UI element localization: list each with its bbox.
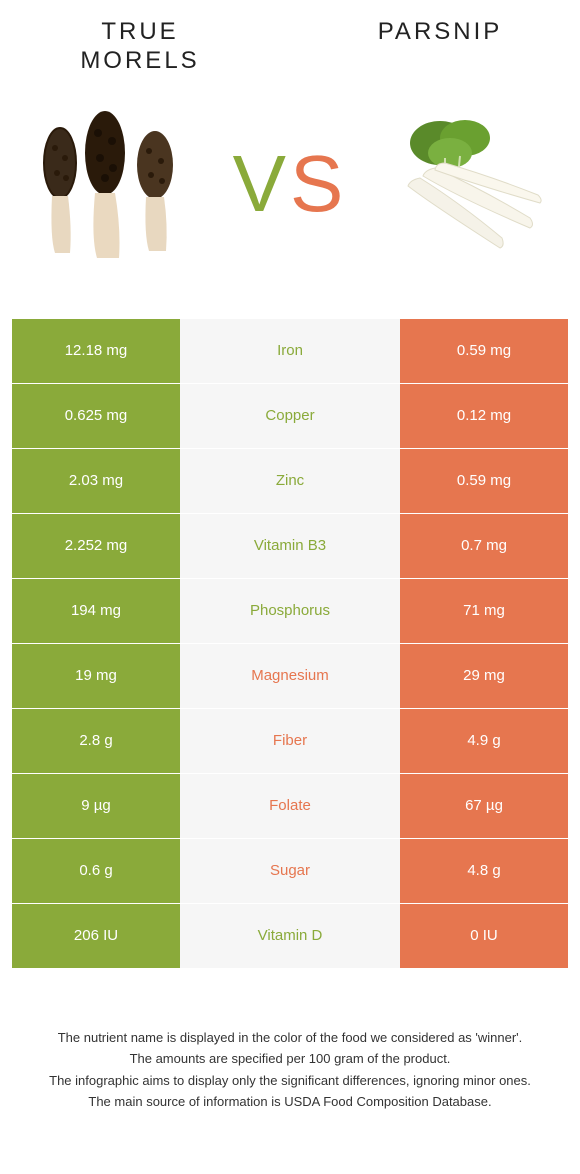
nutrient-label: Folate — [180, 774, 400, 838]
vs-v: V — [233, 139, 290, 228]
right-value: 0.7 mg — [400, 514, 568, 578]
left-value: 19 mg — [12, 644, 180, 708]
table-row: 0.625 mgCopper0.12 mg — [12, 383, 568, 448]
morels-image — [30, 108, 200, 278]
nutrient-label: Vitamin D — [180, 904, 400, 968]
right-value: 67 µg — [400, 774, 568, 838]
footer-line-3: The infographic aims to display only the… — [30, 1071, 550, 1091]
title-left: TRUE MORELS — [50, 18, 230, 76]
left-value: 2.252 mg — [12, 514, 180, 578]
left-value: 206 IU — [12, 904, 180, 968]
table-row: 194 mgPhosphorus71 mg — [12, 578, 568, 643]
nutrient-label: Zinc — [180, 449, 400, 513]
right-value: 4.9 g — [400, 709, 568, 773]
parsnip-image — [380, 108, 550, 278]
table-row: 2.8 gFiber4.9 g — [12, 708, 568, 773]
right-value: 4.8 g — [400, 839, 568, 903]
left-value: 2.8 g — [12, 709, 180, 773]
left-value: 194 mg — [12, 579, 180, 643]
table-row: 9 µgFolate67 µg — [12, 773, 568, 838]
left-value: 9 µg — [12, 774, 180, 838]
comparison-table: 12.18 mgIron0.59 mg0.625 mgCopper0.12 mg… — [0, 318, 580, 968]
right-value: 0 IU — [400, 904, 568, 968]
left-value: 0.6 g — [12, 839, 180, 903]
right-value: 29 mg — [400, 644, 568, 708]
right-value: 0.59 mg — [400, 449, 568, 513]
nutrient-label: Phosphorus — [180, 579, 400, 643]
nutrient-label: Vitamin B3 — [180, 514, 400, 578]
table-row: 0.6 gSugar4.8 g — [12, 838, 568, 903]
footer-line-2: The amounts are specified per 100 gram o… — [30, 1049, 550, 1069]
right-value: 71 mg — [400, 579, 568, 643]
table-row: 19 mgMagnesium29 mg — [12, 643, 568, 708]
table-row: 206 IUVitamin D0 IU — [12, 903, 568, 968]
header: TRUE MORELS PARSNIP — [0, 0, 580, 88]
left-value: 12.18 mg — [12, 319, 180, 383]
table-row: 2.252 mgVitamin B30.7 mg — [12, 513, 568, 578]
right-value: 0.59 mg — [400, 319, 568, 383]
footer-line-4: The main source of information is USDA F… — [30, 1092, 550, 1112]
table-row: 12.18 mgIron0.59 mg — [12, 318, 568, 383]
nutrient-label: Fiber — [180, 709, 400, 773]
right-value: 0.12 mg — [400, 384, 568, 448]
nutrient-label: Iron — [180, 319, 400, 383]
vs-s: S — [290, 139, 347, 228]
table-row: 2.03 mgZinc0.59 mg — [12, 448, 568, 513]
nutrient-label: Magnesium — [180, 644, 400, 708]
title-right: PARSNIP — [350, 18, 530, 76]
left-value: 2.03 mg — [12, 449, 180, 513]
nutrient-label: Sugar — [180, 839, 400, 903]
left-value: 0.625 mg — [12, 384, 180, 448]
footer-notes: The nutrient name is displayed in the co… — [0, 968, 580, 1144]
vs-label: VS — [233, 138, 348, 230]
images-row: VS — [0, 88, 580, 318]
nutrient-label: Copper — [180, 384, 400, 448]
footer-line-1: The nutrient name is displayed in the co… — [30, 1028, 550, 1048]
